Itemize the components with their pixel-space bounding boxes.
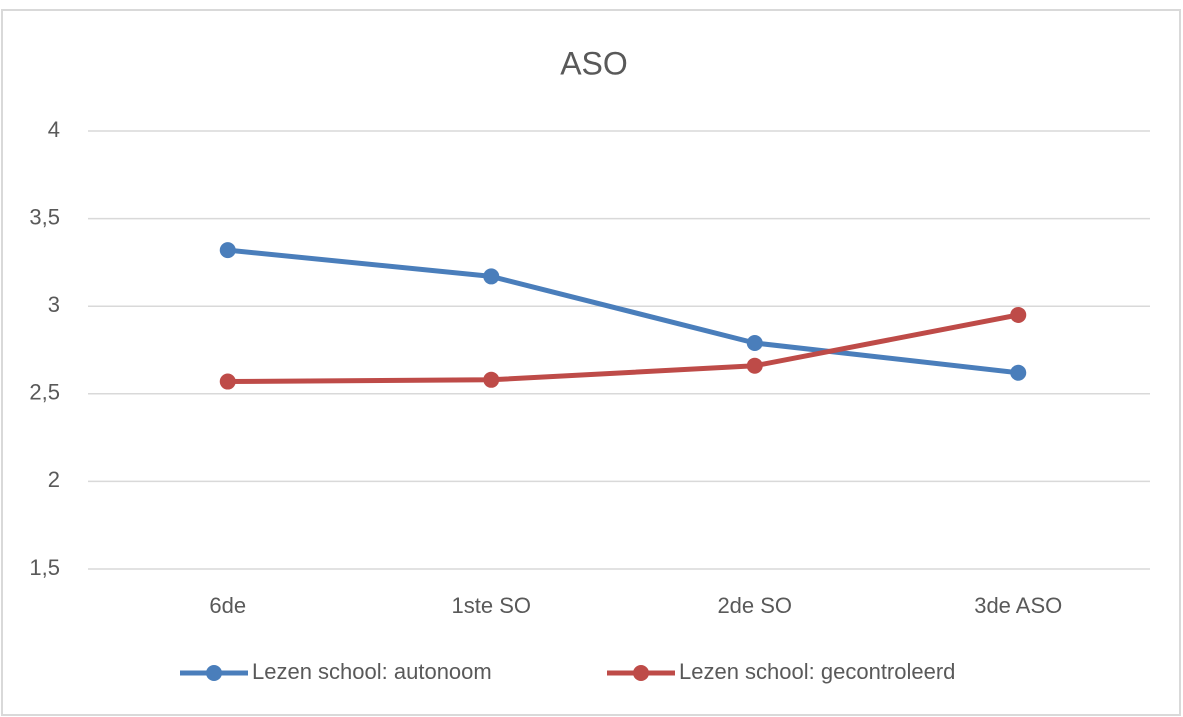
chart-title: ASO [560, 45, 628, 81]
data-point [1010, 306, 1027, 323]
data-point [483, 268, 500, 285]
x-tick-label: 3de ASO [974, 593, 1062, 618]
data-point [1010, 364, 1027, 381]
legend-label: Lezen school: autonoom [252, 659, 492, 684]
series-line [227, 247, 1019, 376]
y-tick-label: 2 [48, 467, 60, 492]
data-point [219, 373, 236, 390]
x-tick-label: 2de SO [717, 593, 792, 618]
y-tick-label: 4 [48, 117, 60, 142]
x-tick-label: 6de [209, 593, 246, 618]
legend-marker [633, 665, 649, 681]
legend-marker [206, 665, 222, 681]
data-point [746, 334, 763, 351]
y-tick-label: 3,5 [29, 204, 60, 229]
series-line [227, 312, 1019, 385]
data-point [483, 371, 500, 388]
legend-label: Lezen school: gecontroleerd [679, 659, 955, 684]
y-tick-label: 2,5 [29, 380, 60, 405]
x-tick-label: 1ste SO [452, 593, 531, 618]
y-tick-label: 1,5 [29, 555, 60, 580]
chart-frame [1, 9, 1181, 716]
y-tick-label: 3 [48, 292, 60, 317]
data-point [219, 242, 236, 259]
data-point [746, 357, 763, 374]
